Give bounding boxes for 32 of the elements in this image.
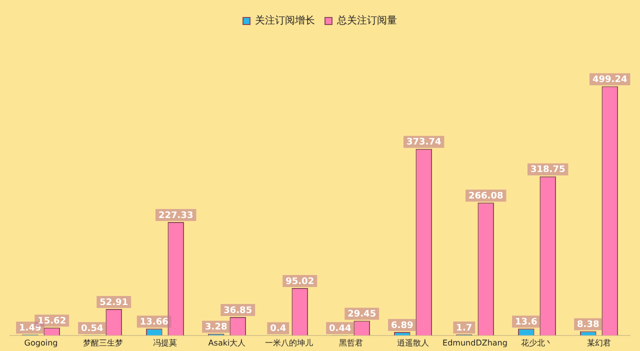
data-label: 29.45 — [348, 310, 376, 320]
x-tick-label: 一米八的坤儿 — [265, 338, 313, 348]
x-tick-label: Asaki大人 — [208, 338, 246, 348]
x-tick-label: 冯提莫 — [153, 338, 177, 348]
data-label: 3.28 — [205, 322, 228, 333]
data-label: 1.49 — [19, 324, 42, 334]
x-tick-label: 花少北丶 — [521, 338, 553, 348]
data-label: 1.7 — [456, 323, 472, 334]
data-label: 373.74 — [406, 138, 442, 148]
data-label: 6.89 — [391, 320, 414, 331]
data-label: 8.38 — [577, 320, 600, 330]
data-label: 227.33 — [158, 210, 194, 221]
x-tick-label: Gogoing — [24, 338, 58, 348]
x-tick-label: EdmundDZhang — [442, 338, 508, 348]
data-label: 52.91 — [100, 298, 128, 308]
data-label: 266.08 — [468, 191, 504, 202]
legend-label: 总关注订阅量 — [336, 14, 397, 27]
data-label: 95.02 — [286, 276, 314, 287]
data-label: 15.62 — [38, 316, 66, 326]
x-tick-label: 逍遥散人 — [397, 338, 429, 348]
data-label: 13.66 — [140, 317, 168, 328]
data-label: 0.54 — [81, 324, 104, 334]
data-label: 499.24 — [592, 75, 628, 86]
data-label: 36.85 — [224, 306, 252, 316]
data-label: 318.75 — [530, 165, 566, 176]
x-tick-label: 某幻君 — [587, 338, 611, 348]
data-label: 13.6 — [515, 317, 538, 328]
x-tick-label: 黑哲君 — [339, 338, 363, 348]
data-label: 0.44 — [329, 324, 352, 334]
data-label: 0.4 — [270, 324, 286, 334]
legend-label: 关注订阅增长 — [255, 14, 315, 27]
x-tick-label: 梦醒三生梦 — [83, 338, 123, 348]
